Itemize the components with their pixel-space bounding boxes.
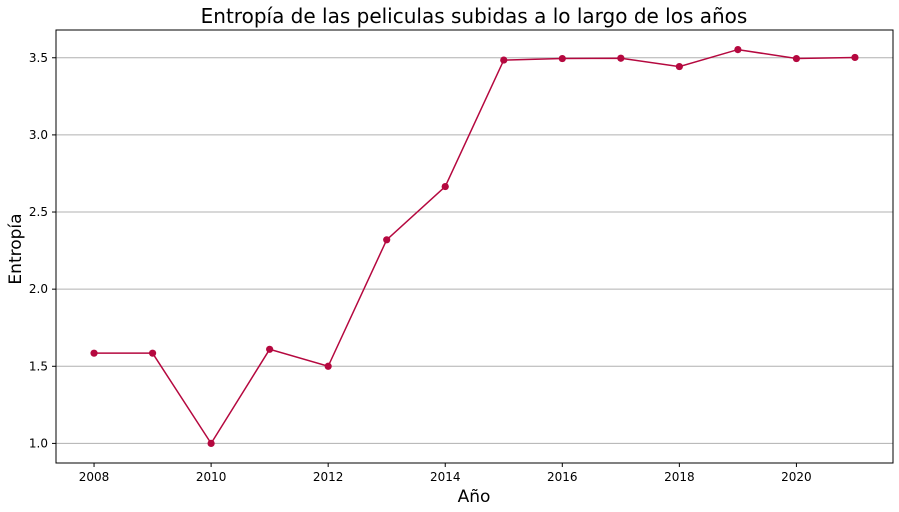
data-point: [675, 62, 683, 71]
data-point: [558, 54, 566, 63]
data-point: [324, 362, 332, 370]
y-tick-label: 3.5: [29, 51, 48, 65]
grid-lines: [56, 57, 893, 444]
x-tick-label: 2012: [313, 470, 344, 484]
data-point: [792, 54, 801, 63]
y-tick-label: 1.5: [29, 359, 48, 373]
x-tick-label: 2008: [79, 470, 110, 484]
data-point: [734, 45, 742, 54]
x-axis-title: Año: [458, 487, 491, 507]
series-layer: [90, 45, 859, 448]
x-axis-ticks: 2008 2010 2012 2014 2016 2018 2020: [79, 463, 812, 484]
data-point: [90, 349, 98, 357]
y-tick-label: 2.5: [29, 205, 48, 219]
y-tick-label: 1.0: [29, 436, 48, 450]
x-tick-label: 2016: [547, 470, 578, 484]
data-point: [851, 53, 859, 62]
series-line: [94, 48, 855, 445]
chart-title: Entropía de las peliculas subidas a lo l…: [201, 4, 748, 28]
data-point: [441, 182, 449, 191]
data-point: [383, 236, 391, 244]
y-axis-title: Entropía: [6, 213, 26, 284]
y-axis-ticks: 1.0 1.5 2.0 2.5 3.0 3.5: [29, 51, 56, 450]
y-tick-label: 2.0: [29, 282, 48, 296]
x-tick-label: 2020: [781, 470, 812, 484]
data-point: [500, 56, 508, 64]
y-tick-label: 3.0: [29, 128, 48, 142]
plot-frame: [55, 29, 894, 464]
x-tick-label: 2018: [664, 470, 695, 484]
x-tick-label: 2010: [196, 470, 227, 484]
data-point: [266, 345, 274, 353]
data-point: [148, 349, 157, 357]
data-point: [617, 54, 625, 62]
data-point: [207, 439, 215, 448]
x-tick-label: 2014: [430, 470, 461, 484]
